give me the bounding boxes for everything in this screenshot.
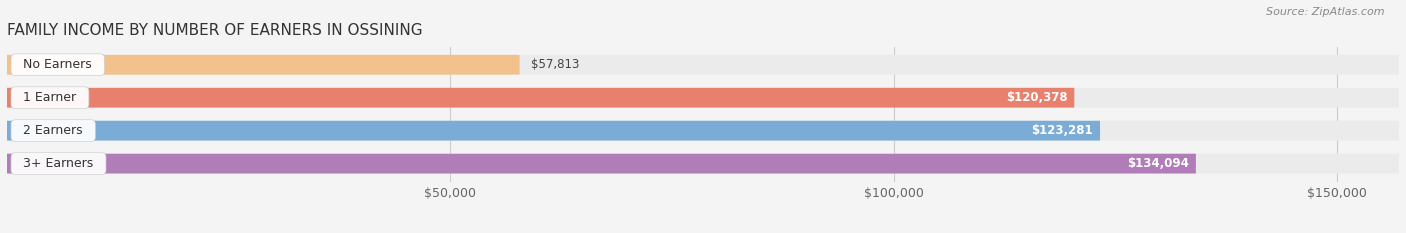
FancyBboxPatch shape [7,88,1074,108]
FancyBboxPatch shape [7,55,520,75]
FancyBboxPatch shape [7,55,1399,75]
Text: 2 Earners: 2 Earners [15,124,91,137]
Text: Source: ZipAtlas.com: Source: ZipAtlas.com [1267,7,1385,17]
Text: $120,378: $120,378 [1005,91,1067,104]
Text: No Earners: No Earners [15,58,100,71]
FancyBboxPatch shape [7,154,1399,174]
Text: $57,813: $57,813 [530,58,579,71]
FancyBboxPatch shape [7,88,1399,108]
FancyBboxPatch shape [7,121,1399,140]
FancyBboxPatch shape [7,154,1197,174]
FancyBboxPatch shape [7,121,1099,140]
Text: 3+ Earners: 3+ Earners [15,157,101,170]
Text: $123,281: $123,281 [1032,124,1092,137]
Text: 1 Earner: 1 Earner [15,91,84,104]
Text: FAMILY INCOME BY NUMBER OF EARNERS IN OSSINING: FAMILY INCOME BY NUMBER OF EARNERS IN OS… [7,24,423,38]
Text: $134,094: $134,094 [1128,157,1189,170]
